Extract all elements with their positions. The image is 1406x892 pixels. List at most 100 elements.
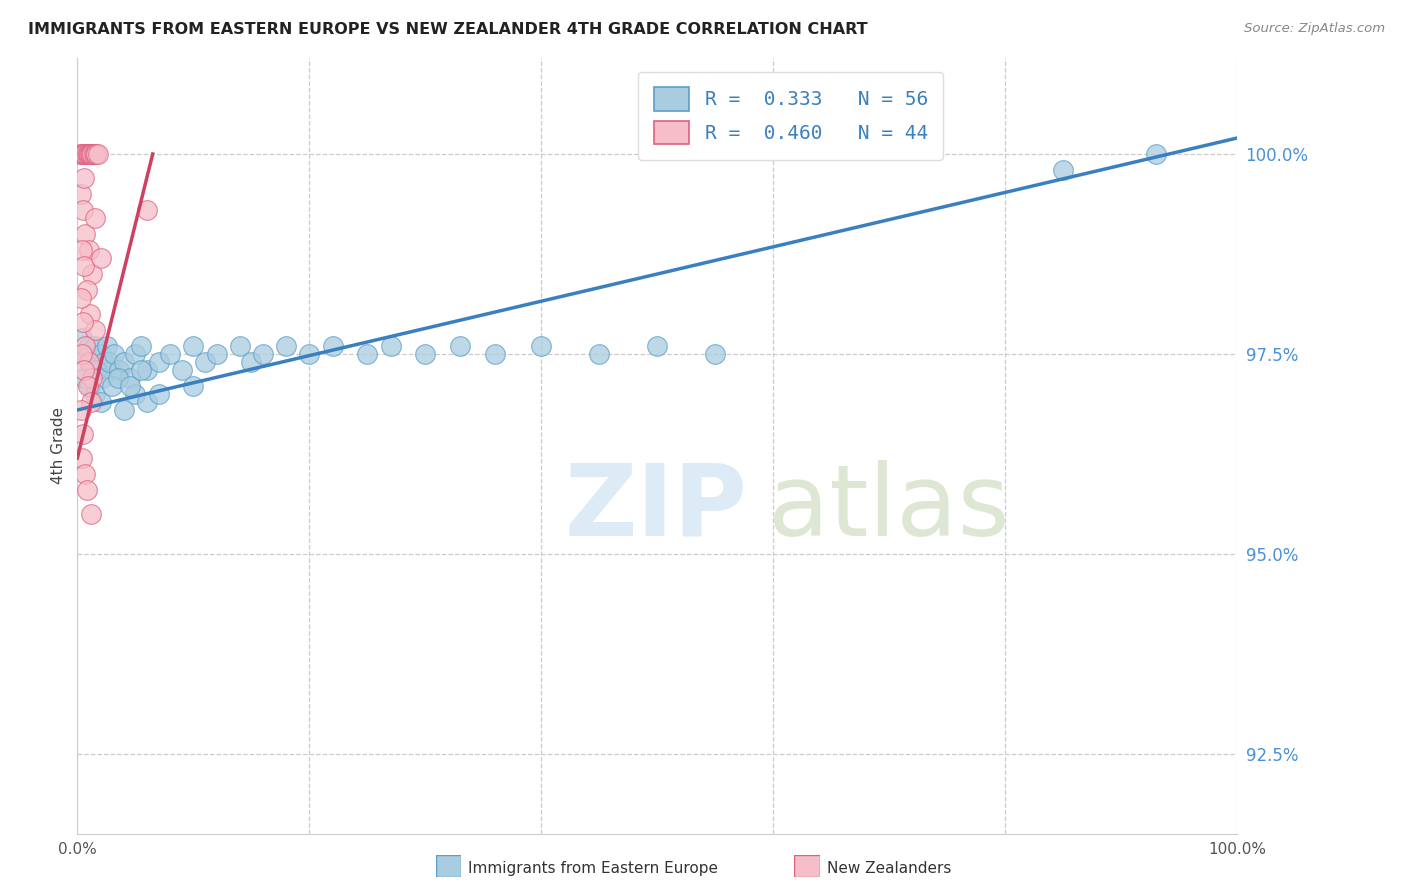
- Point: [413, 347, 436, 361]
- Point: [252, 347, 274, 361]
- Point: [93, 355, 115, 369]
- Point: [82, 355, 104, 369]
- Point: [159, 347, 181, 361]
- Point: [588, 347, 610, 361]
- Point: [87, 363, 110, 377]
- Point: [76, 283, 98, 297]
- Point: [76, 147, 98, 161]
- Point: [298, 347, 321, 361]
- Point: [70, 347, 93, 361]
- Point: [183, 339, 205, 353]
- Point: [83, 147, 105, 161]
- Point: [107, 371, 129, 385]
- Point: [70, 243, 93, 257]
- Point: [103, 347, 125, 361]
- Point: [96, 339, 118, 353]
- Text: atlas: atlas: [768, 459, 1010, 557]
- Point: [84, 147, 107, 161]
- Point: [276, 339, 298, 353]
- Legend: R =  0.333   N = 56, R =  0.460   N = 44: R = 0.333 N = 56, R = 0.460 N = 44: [638, 71, 943, 160]
- Point: [76, 379, 98, 393]
- Point: [118, 379, 141, 393]
- Point: [72, 147, 94, 161]
- Point: [704, 347, 727, 361]
- Point: [87, 147, 110, 161]
- Point: [70, 450, 93, 465]
- Point: [90, 371, 112, 385]
- Point: [70, 147, 93, 161]
- Point: [79, 147, 101, 161]
- Point: [77, 355, 100, 369]
- Point: [148, 387, 170, 401]
- Point: [183, 379, 205, 393]
- Y-axis label: 4th Grade: 4th Grade: [51, 408, 66, 484]
- Point: [100, 363, 122, 377]
- Text: New Zealanders: New Zealanders: [827, 862, 950, 876]
- Point: [118, 371, 141, 385]
- Point: [69, 186, 91, 201]
- Text: IMMIGRANTS FROM EASTERN EUROPE VS NEW ZEALANDER 4TH GRADE CORRELATION CHART: IMMIGRANTS FROM EASTERN EUROPE VS NEW ZE…: [28, 22, 868, 37]
- Point: [77, 339, 100, 353]
- Point: [83, 211, 105, 225]
- Point: [75, 227, 97, 241]
- Point: [73, 147, 96, 161]
- Point: [75, 347, 97, 361]
- Point: [75, 147, 97, 161]
- Point: [97, 355, 120, 369]
- Point: [70, 331, 93, 345]
- Point: [129, 339, 152, 353]
- Point: [124, 347, 146, 361]
- Point: [129, 363, 152, 377]
- Point: [101, 379, 124, 393]
- Point: [75, 339, 97, 353]
- Point: [530, 339, 553, 353]
- Point: [82, 267, 104, 281]
- Point: [72, 427, 94, 442]
- Point: [69, 403, 91, 417]
- Point: [73, 363, 96, 377]
- Point: [83, 323, 105, 337]
- Point: [82, 147, 104, 161]
- Point: [1144, 147, 1167, 161]
- Point: [90, 347, 111, 361]
- Point: [73, 371, 96, 385]
- Point: [73, 171, 96, 186]
- Point: [449, 339, 471, 353]
- Point: [380, 339, 402, 353]
- Point: [136, 202, 159, 217]
- Point: [77, 243, 100, 257]
- Point: [240, 355, 263, 369]
- Point: [69, 291, 91, 305]
- Text: Source: ZipAtlas.com: Source: ZipAtlas.com: [1244, 22, 1385, 36]
- Point: [108, 363, 131, 377]
- Text: ZIP: ZIP: [565, 459, 748, 557]
- Point: [82, 371, 104, 385]
- Point: [80, 147, 103, 161]
- Point: [194, 355, 217, 369]
- Point: [83, 339, 105, 353]
- Point: [205, 347, 228, 361]
- Point: [90, 395, 111, 409]
- Point: [1052, 163, 1074, 178]
- Text: Immigrants from Eastern Europe: Immigrants from Eastern Europe: [468, 862, 718, 876]
- Point: [356, 347, 378, 361]
- Point: [72, 315, 94, 329]
- Point: [136, 395, 159, 409]
- Point: [69, 147, 91, 161]
- Point: [80, 395, 103, 409]
- Point: [124, 387, 146, 401]
- Point: [73, 259, 96, 273]
- Point: [136, 363, 159, 377]
- Point: [72, 202, 94, 217]
- Point: [77, 147, 100, 161]
- Point: [321, 339, 344, 353]
- Point: [80, 507, 103, 521]
- Point: [112, 403, 135, 417]
- Point: [484, 347, 506, 361]
- Point: [79, 307, 101, 321]
- Point: [148, 355, 170, 369]
- Point: [75, 467, 97, 481]
- Point: [83, 387, 105, 401]
- Point: [83, 147, 105, 161]
- Point: [112, 355, 135, 369]
